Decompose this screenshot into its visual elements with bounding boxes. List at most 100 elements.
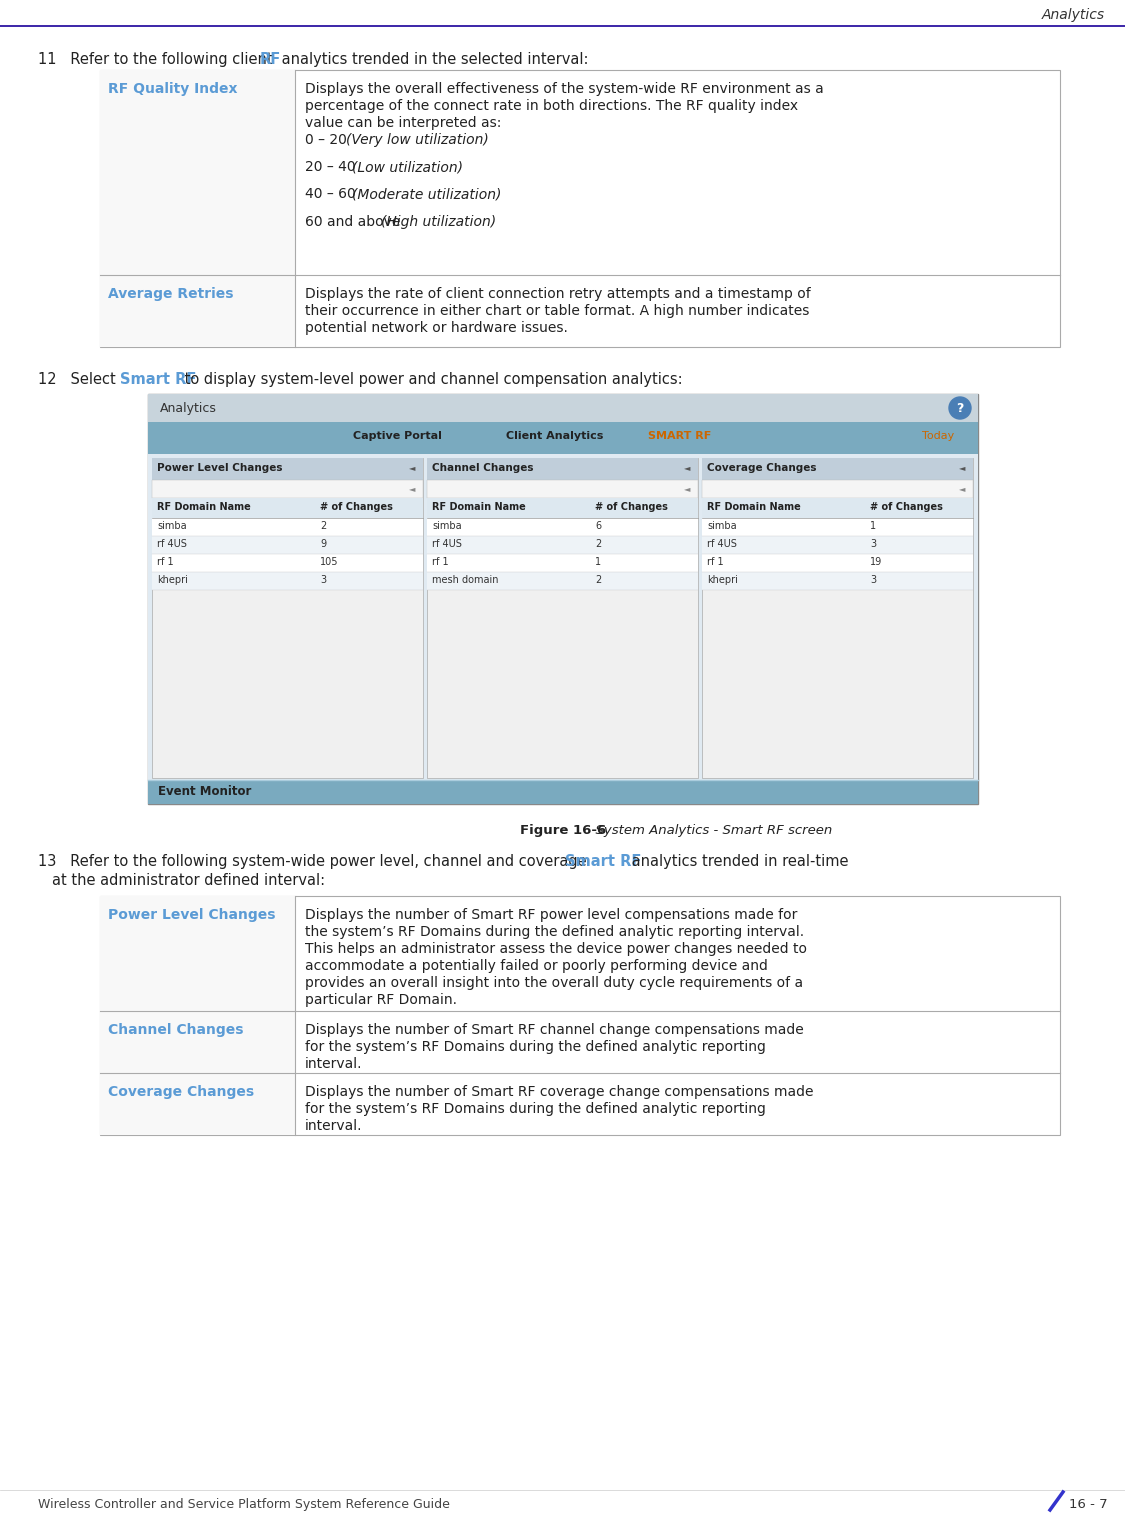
Bar (100, 897, 1060, 1135)
Text: rf 1: rf 1 (158, 557, 173, 567)
Text: percentage of the connect rate in both directions. The RF quality index: percentage of the connect rate in both d… (305, 99, 798, 112)
Bar (148, 394, 978, 804)
Text: Analytics: Analytics (160, 402, 217, 416)
Bar (428, 458, 698, 479)
Text: 105: 105 (319, 557, 339, 567)
Text: Power Level Changes: Power Level Changes (108, 909, 276, 922)
Text: # of Changes: # of Changes (319, 502, 393, 513)
Text: simba: simba (432, 520, 461, 531)
Text: their occurrence in either chart or table format. A high number indicates: their occurrence in either chart or tabl… (305, 303, 809, 319)
Bar (702, 458, 973, 479)
Text: RF Domain Name: RF Domain Name (432, 502, 525, 513)
Text: (Moderate utilization): (Moderate utilization) (352, 188, 501, 202)
Bar (702, 458, 973, 778)
Bar (100, 1010, 295, 1073)
Text: simba: simba (158, 520, 187, 531)
Text: Smart RF: Smart RF (120, 372, 197, 387)
Text: simba: simba (706, 520, 737, 531)
Text: Client Analytics: Client Analytics (506, 431, 603, 441)
Text: RF Quality Index: RF Quality Index (108, 82, 237, 96)
Text: Channel Changes: Channel Changes (432, 463, 533, 473)
Text: provides an overall insight into the overall duty cycle requirements of a: provides an overall insight into the ove… (305, 975, 803, 991)
Text: interval.: interval. (305, 1057, 362, 1071)
Text: for the system’s RF Domains during the defined analytic reporting: for the system’s RF Domains during the d… (305, 1101, 766, 1117)
Text: (Low utilization): (Low utilization) (352, 161, 462, 174)
Text: Channel Changes: Channel Changes (108, 1022, 243, 1038)
Text: 2: 2 (319, 520, 326, 531)
Bar (702, 536, 973, 554)
Text: analytics trended in real-time: analytics trended in real-time (627, 854, 848, 869)
Text: Displays the rate of client connection retry attempts and a timestamp of: Displays the rate of client connection r… (305, 287, 811, 300)
Text: 2: 2 (595, 575, 601, 586)
Bar (152, 536, 423, 554)
Text: (High utilization): (High utilization) (381, 214, 496, 229)
Text: khepri: khepri (158, 575, 188, 586)
Bar (152, 479, 423, 498)
Text: RF Domain Name: RF Domain Name (706, 502, 801, 513)
Bar (428, 572, 698, 590)
Bar (702, 479, 973, 498)
Bar (428, 479, 698, 498)
Text: rf 4US: rf 4US (706, 539, 737, 549)
Text: Displays the number of Smart RF coverage change compensations made: Displays the number of Smart RF coverage… (305, 1085, 813, 1098)
Text: Wireless Controller and Service Platform System Reference Guide: Wireless Controller and Service Platform… (38, 1497, 450, 1511)
Text: accommodate a potentially failed or poorly performing device and: accommodate a potentially failed or poor… (305, 959, 768, 972)
Bar (100, 275, 295, 347)
Bar (148, 394, 978, 422)
Bar (702, 572, 973, 590)
Text: 20 – 40: 20 – 40 (305, 161, 360, 174)
Text: rf 1: rf 1 (432, 557, 449, 567)
Text: System Analytics - Smart RF screen: System Analytics - Smart RF screen (587, 824, 832, 837)
Text: Coverage Changes: Coverage Changes (706, 463, 817, 473)
Bar (702, 554, 973, 572)
Text: Displays the overall effectiveness of the system-wide RF environment as a: Displays the overall effectiveness of th… (305, 82, 824, 96)
Bar (148, 454, 978, 780)
Text: SMART RF: SMART RF (648, 431, 711, 441)
Bar (702, 517, 973, 536)
Text: 6: 6 (595, 520, 601, 531)
Text: # of Changes: # of Changes (595, 502, 668, 513)
Bar (428, 517, 698, 536)
Bar (152, 572, 423, 590)
Text: rf 4US: rf 4US (432, 539, 462, 549)
Text: 1: 1 (870, 520, 876, 531)
Text: Displays the number of Smart RF power level compensations made for: Displays the number of Smart RF power le… (305, 909, 798, 922)
Bar (428, 554, 698, 572)
Text: Figure 16-6: Figure 16-6 (520, 824, 606, 837)
Bar (148, 422, 978, 454)
Text: (Very low utilization): (Very low utilization) (346, 133, 488, 147)
Text: 13   Refer to the following system-wide power level, channel and coverage: 13 Refer to the following system-wide po… (38, 854, 592, 869)
Text: RF Domain Name: RF Domain Name (158, 502, 251, 513)
Text: value can be interpreted as:: value can be interpreted as: (305, 115, 502, 130)
Text: analytics trended in the selected interval:: analytics trended in the selected interv… (277, 52, 588, 67)
Text: to display system-level power and channel compensation analytics:: to display system-level power and channe… (180, 372, 683, 387)
Text: 0 – 20: 0 – 20 (305, 133, 351, 147)
Text: ◄: ◄ (408, 463, 415, 472)
Text: the system’s RF Domains during the defined analytic reporting interval.: the system’s RF Domains during the defin… (305, 925, 804, 939)
Text: 2: 2 (595, 539, 601, 549)
Text: ◄: ◄ (684, 463, 690, 472)
Bar (152, 458, 423, 778)
Text: 40 – 60: 40 – 60 (305, 188, 360, 202)
Text: 19: 19 (870, 557, 882, 567)
Text: 3: 3 (870, 575, 876, 586)
Bar (152, 498, 423, 517)
Text: Coverage Changes: Coverage Changes (108, 1085, 254, 1098)
Bar (152, 517, 423, 536)
Text: potential network or hardware issues.: potential network or hardware issues. (305, 322, 568, 335)
Text: rf 4US: rf 4US (158, 539, 187, 549)
Text: interval.: interval. (305, 1120, 362, 1133)
Text: at the administrator defined interval:: at the administrator defined interval: (52, 872, 325, 887)
Text: Analytics: Analytics (1042, 8, 1105, 23)
Text: Power Level Changes: Power Level Changes (158, 463, 282, 473)
Text: mesh domain: mesh domain (432, 575, 498, 586)
Text: Event Monitor: Event Monitor (158, 784, 251, 798)
Text: # of Changes: # of Changes (870, 502, 943, 513)
Bar (100, 70, 295, 275)
Text: 3: 3 (319, 575, 326, 586)
Bar (152, 458, 423, 479)
Bar (100, 70, 1060, 347)
Text: Smart RF: Smart RF (565, 854, 641, 869)
Circle shape (950, 397, 971, 419)
Text: 9: 9 (319, 539, 326, 549)
